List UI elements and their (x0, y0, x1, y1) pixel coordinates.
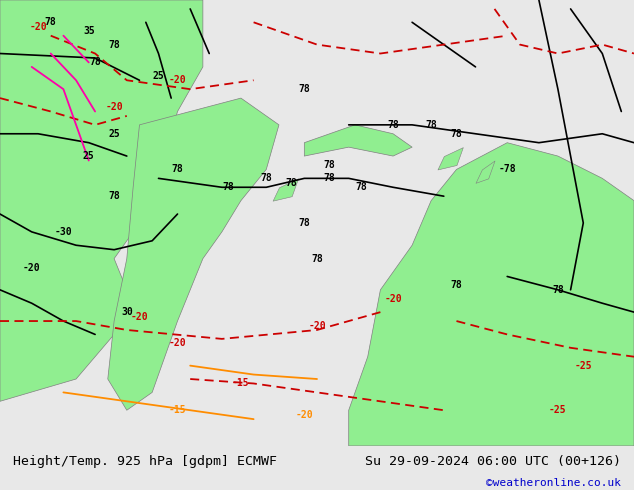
Text: 78: 78 (451, 129, 462, 139)
Text: -20: -20 (131, 312, 148, 321)
Text: -20: -20 (384, 294, 402, 304)
Text: -25: -25 (549, 405, 567, 415)
Text: 78: 78 (172, 165, 183, 174)
Text: 78: 78 (425, 120, 437, 130)
Text: -20: -20 (308, 320, 326, 331)
Text: 78: 78 (311, 254, 323, 264)
Text: -20: -20 (23, 263, 41, 272)
Text: -30: -30 (55, 227, 72, 237)
Text: 78: 78 (286, 178, 297, 188)
Text: 78: 78 (108, 191, 120, 201)
Text: -15: -15 (232, 378, 250, 389)
Text: 78: 78 (89, 57, 101, 68)
Text: 78: 78 (299, 218, 310, 228)
Text: 78: 78 (387, 120, 399, 130)
Text: 78: 78 (451, 280, 462, 291)
Text: 78: 78 (299, 84, 310, 94)
Text: 25: 25 (108, 129, 120, 139)
Text: -20: -20 (169, 338, 186, 348)
Text: -25: -25 (574, 361, 592, 370)
Text: 35: 35 (83, 26, 94, 36)
Text: Su 29-09-2024 06:00 UTC (00+126): Su 29-09-2024 06:00 UTC (00+126) (365, 455, 621, 468)
Text: -20: -20 (295, 410, 313, 420)
Text: -15: -15 (169, 405, 186, 415)
Text: 25: 25 (153, 71, 164, 81)
Text: -20: -20 (29, 22, 47, 32)
Text: Height/Temp. 925 hPa [gdpm] ECMWF: Height/Temp. 925 hPa [gdpm] ECMWF (13, 455, 276, 468)
Text: 78: 78 (552, 285, 564, 295)
Text: -78: -78 (498, 165, 516, 174)
Text: 25: 25 (83, 151, 94, 161)
Text: 30: 30 (121, 307, 133, 317)
Text: 78: 78 (261, 173, 272, 183)
Text: 78: 78 (108, 40, 120, 49)
Text: 78: 78 (324, 173, 335, 183)
Text: 78: 78 (223, 182, 234, 192)
Text: 78: 78 (324, 160, 335, 170)
Text: 78: 78 (45, 17, 56, 27)
Text: -20: -20 (169, 75, 186, 85)
Text: 78: 78 (356, 182, 367, 192)
Text: ©weatheronline.co.uk: ©weatheronline.co.uk (486, 478, 621, 489)
Text: -20: -20 (105, 102, 123, 112)
